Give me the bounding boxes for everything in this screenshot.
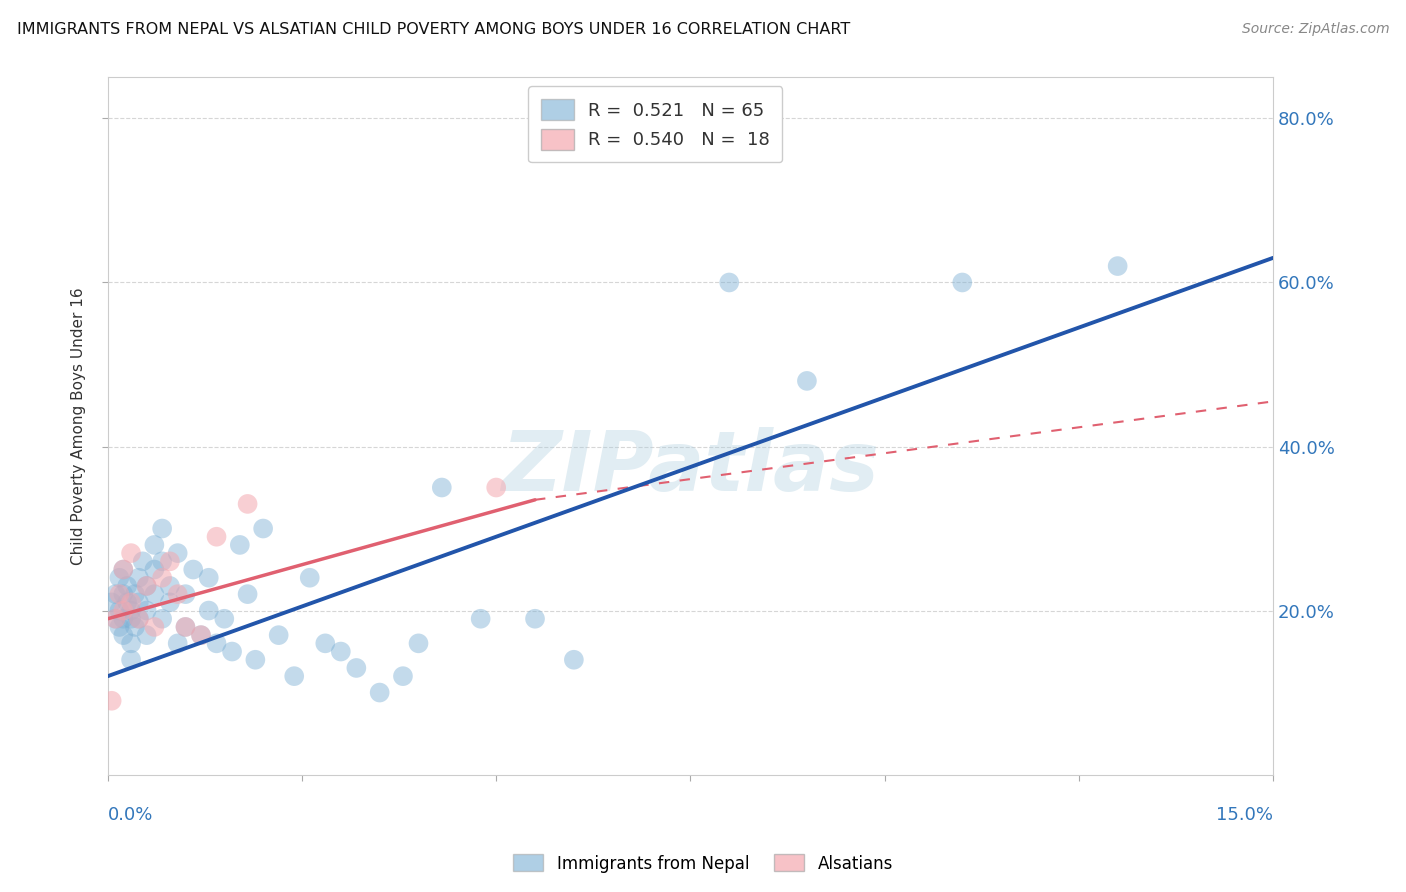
Point bbox=[166, 636, 188, 650]
Point bbox=[166, 587, 188, 601]
Point bbox=[120, 653, 142, 667]
Point bbox=[108, 603, 131, 617]
Point bbox=[115, 595, 138, 609]
Point bbox=[181, 562, 204, 576]
Point bbox=[120, 636, 142, 650]
Point bbox=[128, 612, 150, 626]
Text: 0.0%: 0.0% bbox=[108, 806, 153, 824]
Point bbox=[1107, 259, 1129, 273]
Point bbox=[159, 595, 181, 609]
Point bbox=[408, 636, 430, 650]
Point bbox=[430, 481, 453, 495]
Point bbox=[283, 669, 305, 683]
Point bbox=[104, 612, 127, 626]
Point bbox=[205, 530, 228, 544]
Legend: Immigrants from Nepal, Alsatians: Immigrants from Nepal, Alsatians bbox=[506, 847, 900, 880]
Point bbox=[120, 546, 142, 560]
Point bbox=[100, 694, 122, 708]
Point bbox=[112, 587, 135, 601]
Point bbox=[112, 562, 135, 576]
Point bbox=[120, 595, 142, 609]
Point bbox=[150, 571, 173, 585]
Point bbox=[166, 546, 188, 560]
Point bbox=[267, 628, 290, 642]
Point bbox=[197, 571, 219, 585]
Point bbox=[221, 644, 243, 658]
Point bbox=[108, 620, 131, 634]
Point bbox=[344, 661, 367, 675]
Point bbox=[796, 374, 818, 388]
Legend: R =  0.521   N = 65, R =  0.540   N =  18: R = 0.521 N = 65, R = 0.540 N = 18 bbox=[529, 87, 782, 162]
Point bbox=[112, 612, 135, 626]
Point bbox=[120, 603, 142, 617]
Point bbox=[950, 276, 973, 290]
Point bbox=[150, 554, 173, 568]
Point bbox=[190, 628, 212, 642]
Y-axis label: Child Poverty Among Boys Under 16: Child Poverty Among Boys Under 16 bbox=[72, 287, 86, 565]
Point bbox=[143, 562, 166, 576]
Point bbox=[190, 628, 212, 642]
Point bbox=[124, 587, 146, 601]
Text: Source: ZipAtlas.com: Source: ZipAtlas.com bbox=[1241, 22, 1389, 37]
Point bbox=[197, 603, 219, 617]
Point bbox=[104, 612, 127, 626]
Point bbox=[229, 538, 252, 552]
Point bbox=[124, 620, 146, 634]
Point bbox=[100, 595, 122, 609]
Text: ZIPatlas: ZIPatlas bbox=[502, 427, 879, 508]
Point bbox=[252, 522, 274, 536]
Point bbox=[150, 522, 173, 536]
Point bbox=[108, 571, 131, 585]
Point bbox=[115, 579, 138, 593]
Point bbox=[132, 554, 155, 568]
Point bbox=[128, 595, 150, 609]
Point bbox=[470, 612, 492, 626]
Point bbox=[135, 628, 157, 642]
Text: 15.0%: 15.0% bbox=[1216, 806, 1272, 824]
Point bbox=[205, 636, 228, 650]
Point bbox=[120, 612, 142, 626]
Point bbox=[143, 587, 166, 601]
Text: IMMIGRANTS FROM NEPAL VS ALSATIAN CHILD POVERTY AMONG BOYS UNDER 16 CORRELATION : IMMIGRANTS FROM NEPAL VS ALSATIAN CHILD … bbox=[17, 22, 851, 37]
Point bbox=[718, 276, 741, 290]
Point bbox=[174, 587, 197, 601]
Point bbox=[128, 612, 150, 626]
Point bbox=[524, 612, 547, 626]
Point bbox=[112, 628, 135, 642]
Point bbox=[104, 587, 127, 601]
Point bbox=[485, 481, 508, 495]
Point bbox=[159, 579, 181, 593]
Point bbox=[159, 554, 181, 568]
Point bbox=[214, 612, 236, 626]
Point bbox=[174, 620, 197, 634]
Point bbox=[368, 685, 391, 699]
Point bbox=[128, 571, 150, 585]
Point bbox=[329, 644, 352, 658]
Point bbox=[314, 636, 336, 650]
Point bbox=[143, 538, 166, 552]
Point bbox=[174, 620, 197, 634]
Point bbox=[135, 579, 157, 593]
Point bbox=[562, 653, 585, 667]
Point bbox=[392, 669, 415, 683]
Point bbox=[143, 620, 166, 634]
Point bbox=[150, 612, 173, 626]
Point bbox=[236, 587, 259, 601]
Point bbox=[135, 579, 157, 593]
Point bbox=[112, 562, 135, 576]
Point bbox=[108, 587, 131, 601]
Point bbox=[112, 603, 135, 617]
Point bbox=[245, 653, 267, 667]
Point bbox=[236, 497, 259, 511]
Point bbox=[135, 603, 157, 617]
Point bbox=[298, 571, 321, 585]
